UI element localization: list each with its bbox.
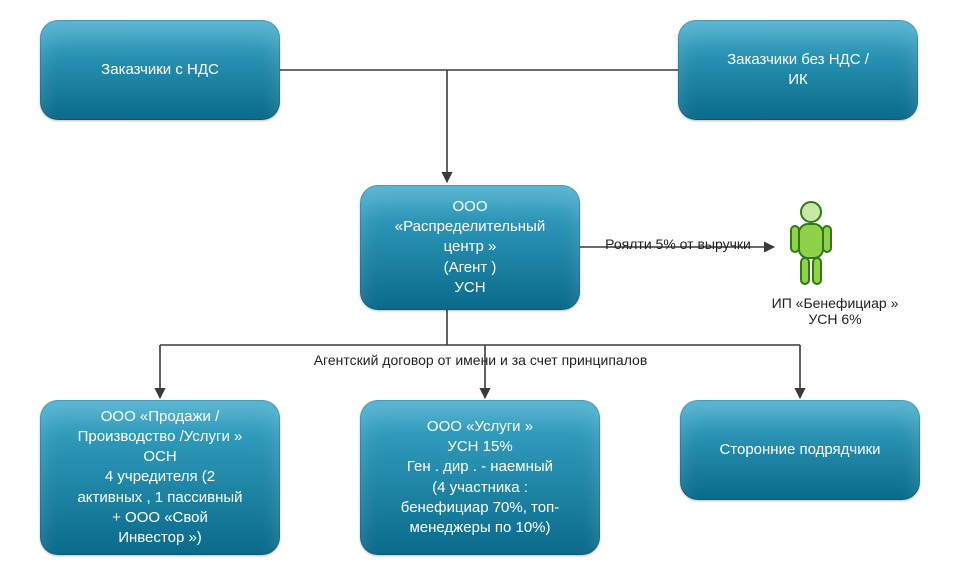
label-royalty: Роялти 5% от выручки: [598, 236, 758, 252]
node-sales: ООО «Продажи / Производство /Услуги » ОС…: [40, 400, 280, 555]
node-services: ООО «Услуги » УСН 15% Ген . дир . - наем…: [360, 400, 600, 555]
node-text: ООО «Распределительный центр » (Агент ) …: [395, 197, 545, 298]
node-contractors: Сторонние подрядчики: [680, 400, 920, 500]
node-text: ООО «Продажи / Производство /Услуги » ОС…: [77, 407, 242, 549]
node-text: ООО «Услуги » УСН 15% Ген . дир . - наем…: [401, 417, 559, 539]
node-customers-novat: Заказчики без НДС / ИК: [678, 20, 918, 120]
diagram-canvas: Заказчики с НДС Заказчики без НДС / ИК О…: [0, 0, 960, 562]
person-icon: [788, 200, 834, 293]
node-agent: ООО «Распределительный центр » (Агент ) …: [360, 185, 580, 310]
node-text: Заказчики без НДС / ИК: [727, 50, 869, 91]
label-ip-beneficiary: ИП «Бенефициар » УСН 6%: [730, 295, 940, 327]
node-customers-vat: Заказчики с НДС: [40, 20, 280, 120]
node-text: Сторонние подрядчики: [719, 440, 880, 460]
label-agency: Агентский договор от имени и за счет при…: [258, 352, 703, 368]
node-text: Заказчики с НДС: [101, 60, 219, 80]
